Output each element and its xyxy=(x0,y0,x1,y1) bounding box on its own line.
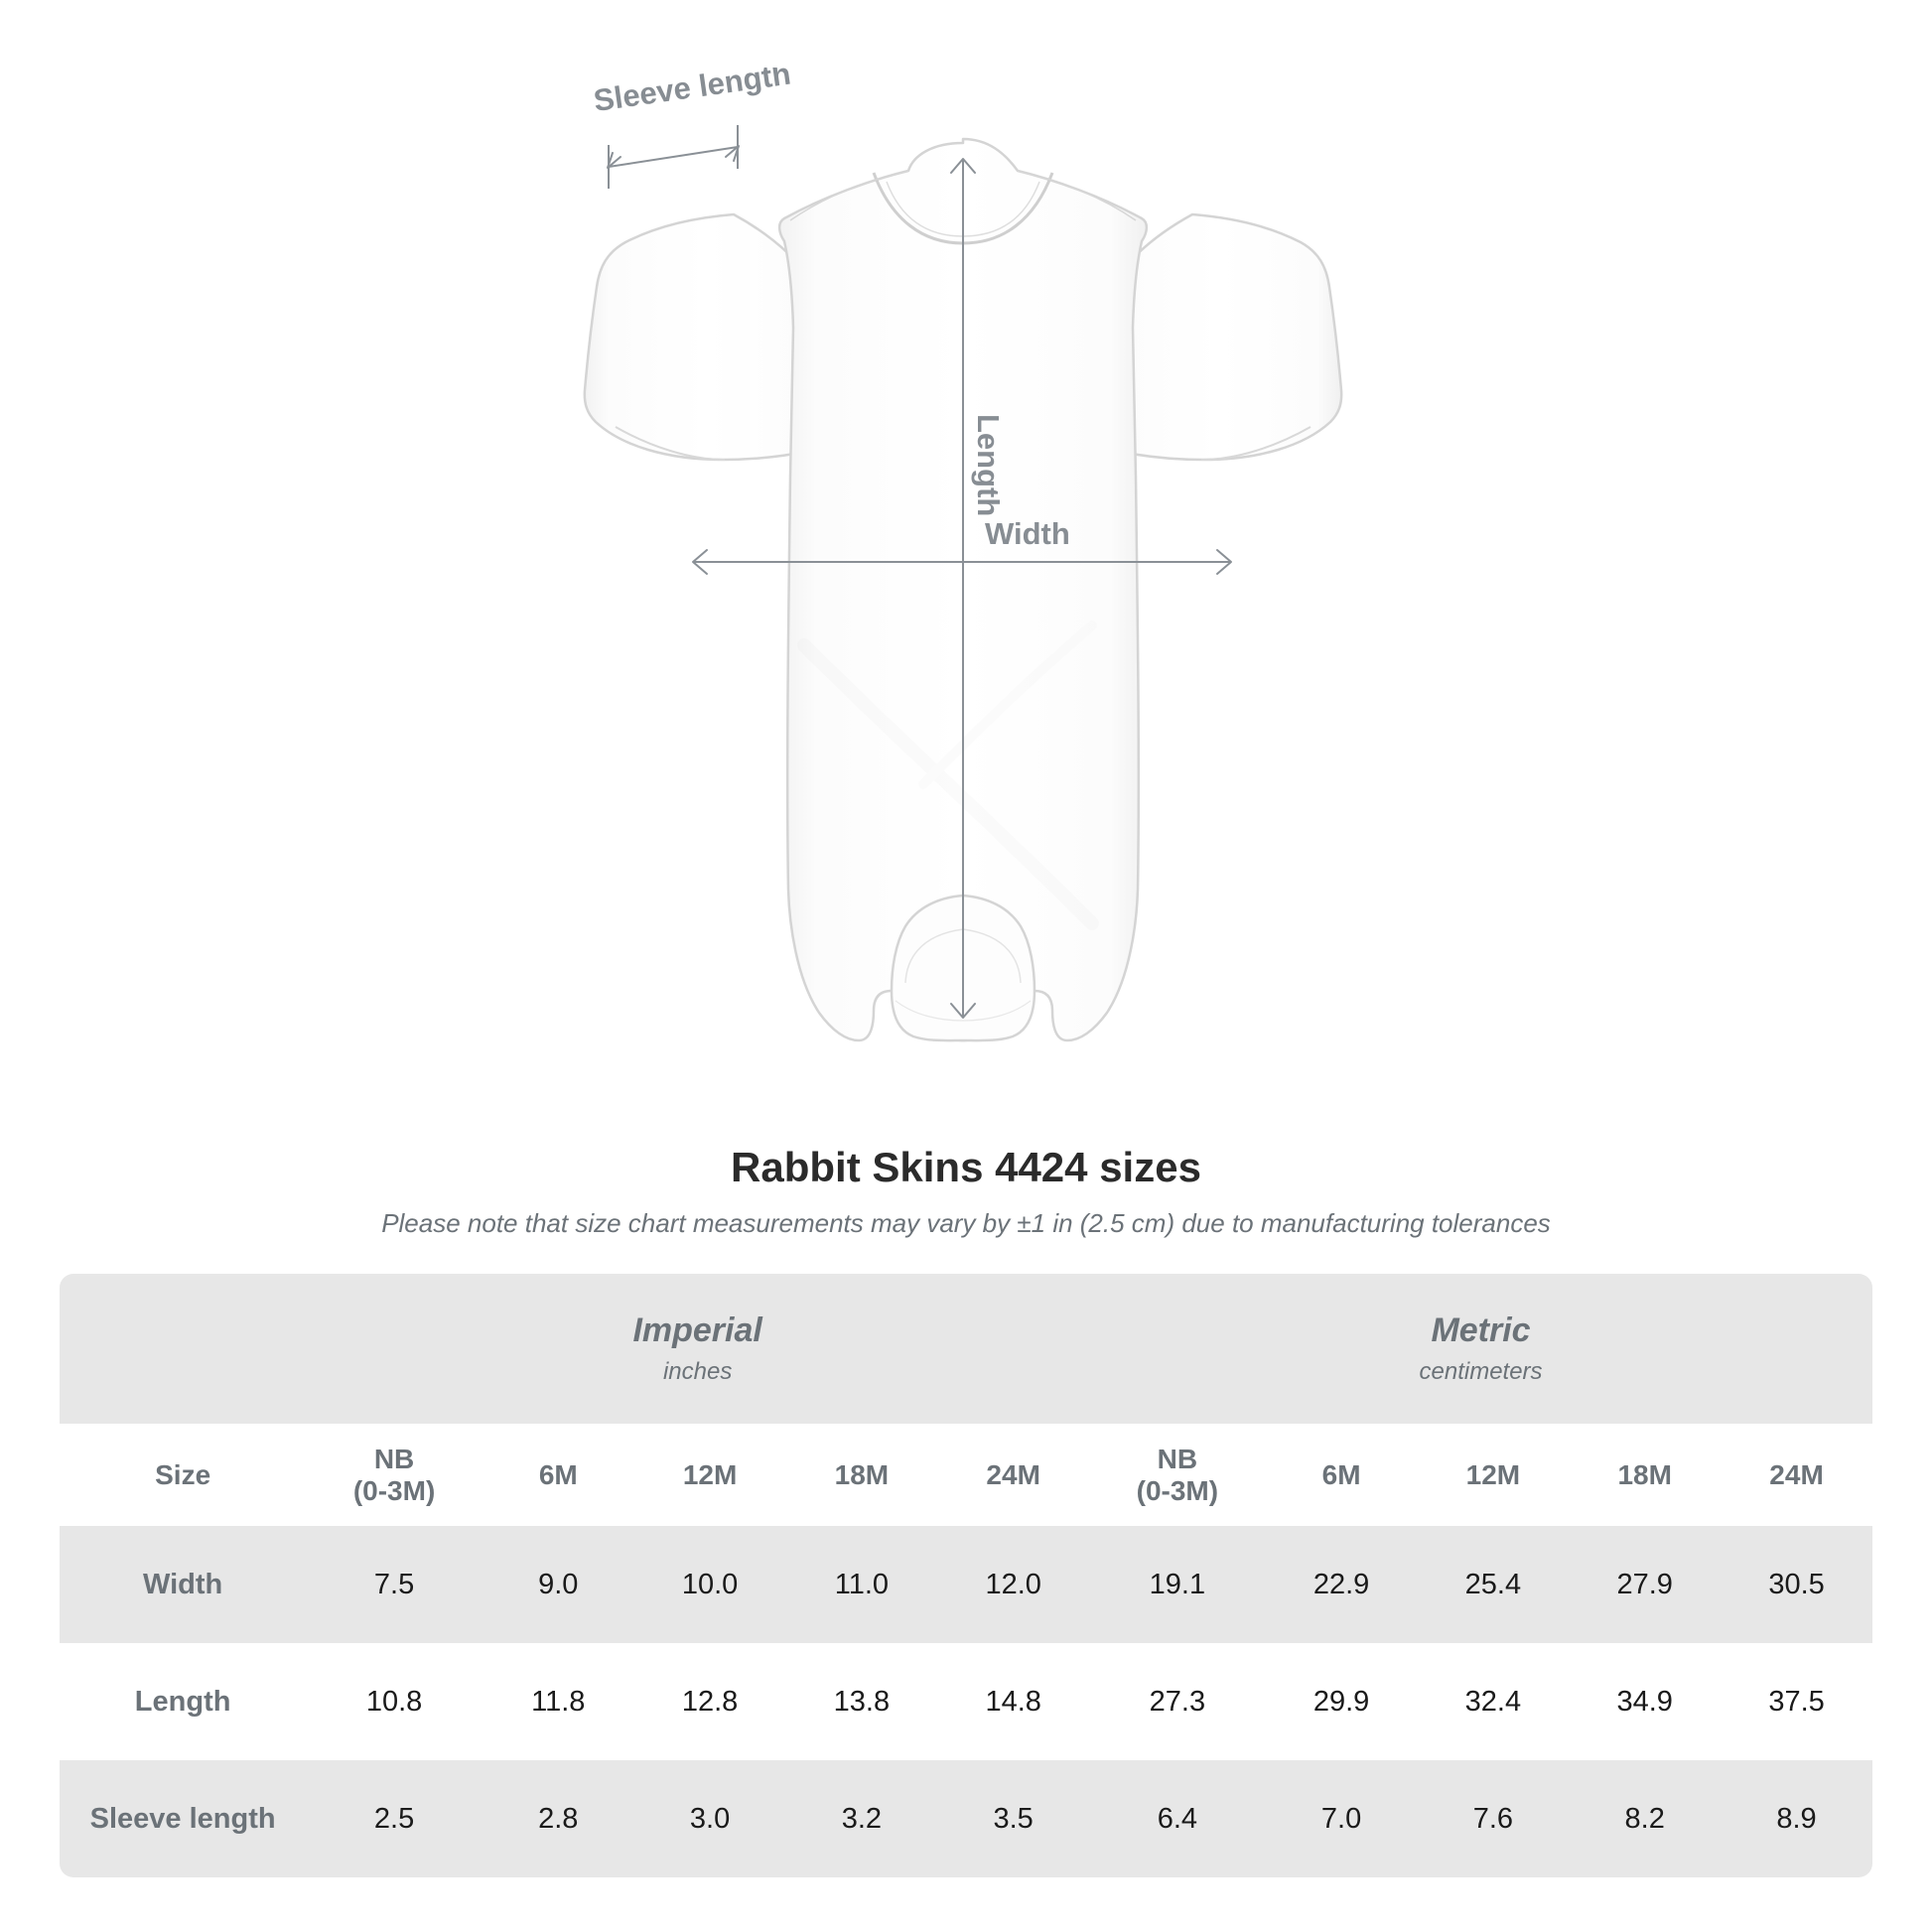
svg-text:Width: Width xyxy=(985,516,1070,551)
svg-text:Sleeve length: Sleeve length xyxy=(594,68,793,118)
svg-text:Length: Length xyxy=(971,414,1006,516)
